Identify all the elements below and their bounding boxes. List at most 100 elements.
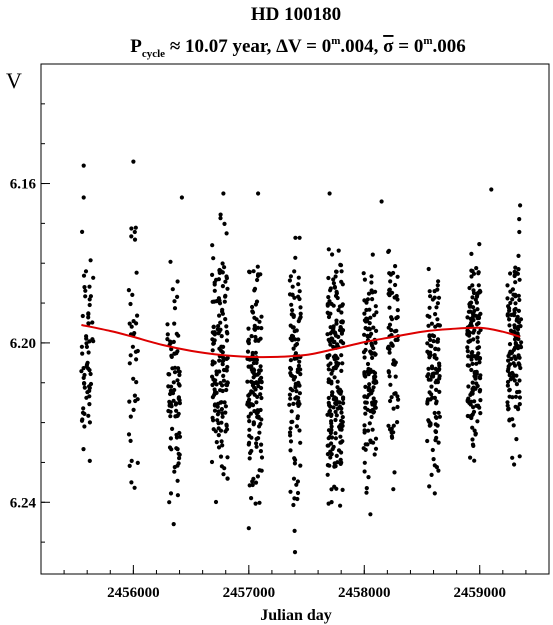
data-point bbox=[370, 343, 375, 348]
data-point bbox=[297, 235, 302, 240]
data-point bbox=[168, 409, 173, 414]
data-point bbox=[129, 324, 134, 329]
data-point bbox=[175, 478, 180, 483]
data-point bbox=[212, 392, 217, 397]
data-point bbox=[477, 242, 482, 247]
data-point bbox=[374, 310, 379, 315]
data-point bbox=[515, 314, 520, 319]
data-point bbox=[395, 404, 400, 410]
data-point bbox=[220, 362, 225, 367]
data-point bbox=[334, 291, 339, 296]
data-point bbox=[474, 266, 479, 271]
data-point bbox=[224, 387, 229, 393]
data-point bbox=[295, 416, 300, 421]
data-point bbox=[519, 340, 524, 345]
data-point bbox=[472, 370, 477, 375]
data-point bbox=[329, 424, 334, 429]
data-point bbox=[508, 300, 513, 306]
data-point bbox=[466, 384, 471, 389]
data-point bbox=[134, 270, 139, 275]
data-point bbox=[362, 298, 367, 303]
subtitle-m2: m bbox=[423, 35, 432, 47]
data-point bbox=[292, 375, 298, 380]
data-point bbox=[209, 459, 215, 465]
y-axis: 6.16 6.20 6.24 bbox=[10, 103, 50, 543]
data-point bbox=[436, 367, 441, 372]
data-point bbox=[436, 279, 441, 284]
data-point bbox=[396, 397, 401, 402]
data-point bbox=[130, 344, 135, 349]
data-point bbox=[426, 266, 431, 272]
data-point bbox=[87, 420, 92, 425]
data-point bbox=[166, 372, 171, 377]
data-point bbox=[430, 297, 435, 302]
data-point bbox=[388, 279, 393, 284]
data-point bbox=[387, 350, 392, 355]
data-point bbox=[329, 500, 334, 505]
data-point bbox=[172, 321, 177, 326]
y-tick-label: 6.24 bbox=[10, 495, 37, 511]
data-point bbox=[510, 329, 515, 334]
data-point bbox=[475, 346, 480, 351]
data-point bbox=[171, 398, 176, 403]
data-point bbox=[370, 427, 375, 432]
data-point bbox=[220, 414, 225, 419]
data-point bbox=[225, 380, 230, 385]
data-point bbox=[172, 351, 177, 356]
data-point bbox=[333, 353, 338, 358]
data-point bbox=[364, 400, 369, 405]
data-point bbox=[433, 429, 438, 434]
data-point bbox=[128, 301, 133, 307]
data-point bbox=[254, 436, 259, 442]
data-point bbox=[168, 339, 173, 344]
data-point bbox=[289, 312, 294, 317]
x-tick-label: 2459000 bbox=[453, 585, 506, 601]
data-point bbox=[340, 487, 345, 492]
data-point bbox=[329, 452, 334, 457]
data-point bbox=[427, 352, 432, 357]
data-point bbox=[291, 476, 297, 481]
data-point bbox=[332, 484, 337, 489]
data-point bbox=[516, 353, 521, 358]
data-point bbox=[81, 406, 86, 411]
data-point bbox=[391, 358, 396, 363]
data-point bbox=[297, 359, 302, 364]
data-point bbox=[173, 414, 178, 419]
data-point bbox=[474, 300, 479, 305]
data-point bbox=[509, 376, 514, 381]
data-point bbox=[465, 332, 470, 337]
data-point bbox=[362, 332, 367, 337]
data-point bbox=[471, 288, 476, 293]
data-point bbox=[330, 390, 335, 395]
data-point bbox=[465, 315, 470, 320]
data-point bbox=[475, 307, 480, 312]
data-point bbox=[363, 442, 368, 447]
data-point bbox=[293, 396, 298, 401]
data-point bbox=[293, 457, 298, 463]
subtitle-sd: .006 bbox=[433, 36, 466, 57]
data-point bbox=[514, 318, 519, 323]
data-point bbox=[513, 394, 519, 399]
data-point bbox=[217, 268, 222, 273]
data-point bbox=[476, 283, 481, 288]
data-point bbox=[127, 361, 132, 366]
data-point bbox=[221, 358, 226, 363]
data-point bbox=[176, 382, 181, 387]
data-point bbox=[259, 442, 264, 447]
data-point bbox=[467, 400, 472, 406]
data-point bbox=[478, 411, 483, 416]
data-point bbox=[247, 483, 252, 488]
data-point bbox=[288, 433, 293, 438]
data-point bbox=[371, 325, 376, 330]
data-point bbox=[468, 455, 473, 460]
data-point bbox=[362, 394, 367, 399]
data-point bbox=[362, 460, 367, 465]
data-point bbox=[293, 255, 298, 260]
data-point bbox=[86, 311, 91, 316]
data-point bbox=[298, 440, 303, 445]
data-point bbox=[86, 315, 91, 320]
data-point bbox=[292, 528, 297, 534]
data-point bbox=[212, 408, 218, 413]
data-point bbox=[514, 382, 520, 387]
data-point bbox=[339, 410, 344, 415]
